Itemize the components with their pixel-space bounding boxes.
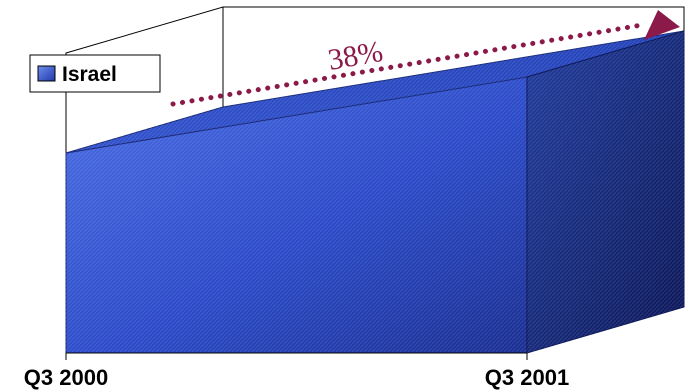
x-tick-label: Q3 2001 [485, 365, 569, 390]
growth-arrow-head [644, 10, 680, 40]
growth-annotation: 38% [170, 10, 680, 107]
legend-label-israel: Israel [62, 63, 117, 86]
x-axis [65, 352, 528, 360]
area-side-texture [527, 31, 684, 353]
area-front-texture [66, 77, 527, 353]
growth-arrow-line [170, 22, 645, 107]
area-top-texture [66, 31, 684, 153]
area-series-israel [65, 30, 685, 354]
x-tick-labels: Q3 2000 Q3 2001 [24, 365, 569, 390]
x-tick-label: Q3 2000 [24, 365, 108, 390]
legend: Israel [29, 54, 161, 93]
legend-swatch-israel [37, 65, 56, 82]
